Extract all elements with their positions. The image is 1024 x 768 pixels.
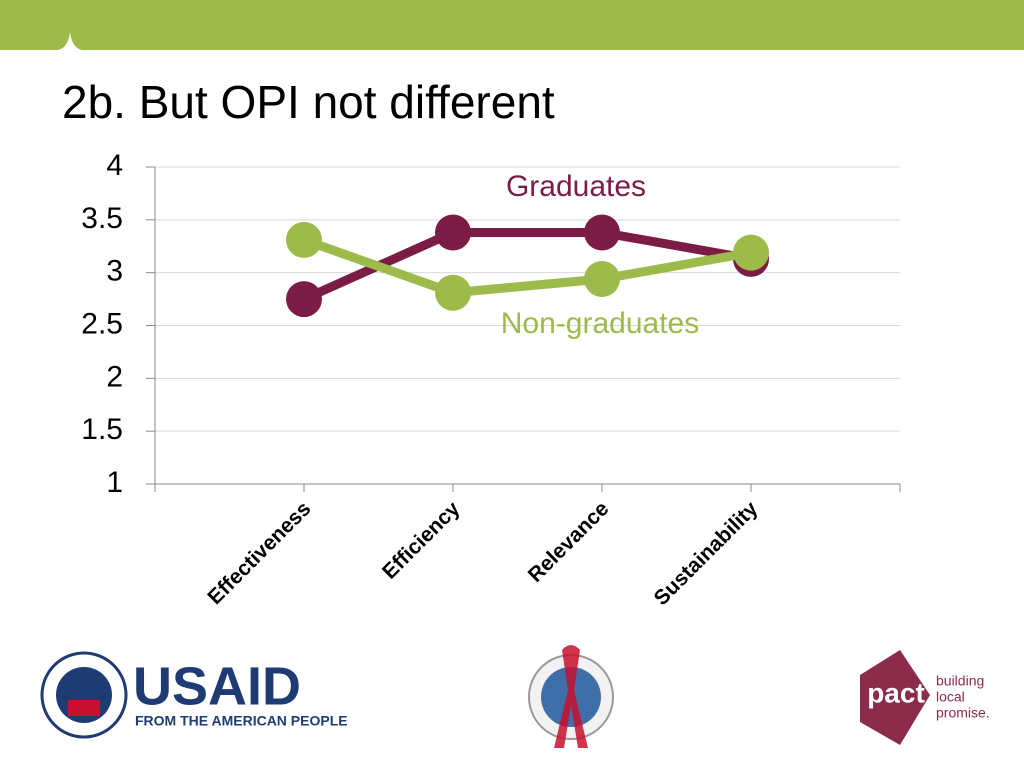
y-tick-label: 2.5 <box>81 307 123 340</box>
series-marker <box>286 281 322 318</box>
x-tick-label: Efficiency <box>378 497 465 584</box>
series-marker <box>286 221 322 258</box>
series-marker <box>584 261 620 298</box>
pact-mark <box>860 650 930 745</box>
x-tick-label: Effectiveness <box>203 497 315 609</box>
usaid-wordmark: USAID <box>133 656 301 716</box>
series-line <box>302 235 752 298</box>
x-tick-label: Relevance <box>524 497 614 587</box>
usaid-logo: USAID FROM THE AMERICAN PEOPLE <box>40 651 348 739</box>
pact-tagline: promise. <box>936 705 990 721</box>
series-label: Graduates <box>506 170 646 203</box>
series-marker <box>733 234 769 271</box>
series-marker <box>435 214 471 251</box>
y-tick-label: 1 <box>106 466 123 499</box>
y-tick-label: 2 <box>106 360 123 393</box>
y-tick-label: 1.5 <box>81 413 123 446</box>
series-marker <box>584 214 620 251</box>
y-tick-label: 3 <box>106 255 123 288</box>
pact-tagline: building <box>936 673 984 689</box>
plot: 1 1.5 2 2.5 3 3.5 4 Effectiveness Efficiency Rele… <box>81 149 901 610</box>
header-band <box>0 0 1024 50</box>
y-tick-label: 3.5 <box>81 202 123 235</box>
usaid-tagline: FROM THE AMERICAN PEOPLE <box>135 713 348 729</box>
ribbon <box>554 645 588 748</box>
pepfar-seal <box>528 645 614 748</box>
pact-wordmark: pact <box>867 677 925 708</box>
y-tick-label: 4 <box>106 149 123 182</box>
x-tick-label: Sustainability <box>650 497 763 610</box>
pact-tagline: local <box>936 689 965 705</box>
series-label: Non-graduates <box>501 307 699 340</box>
pact-logo: pact building local promise. <box>860 650 990 745</box>
usaid-seal-stripes <box>68 700 100 716</box>
slide-title: 2b. But OPI not different <box>62 76 555 128</box>
series-marker <box>435 274 471 311</box>
